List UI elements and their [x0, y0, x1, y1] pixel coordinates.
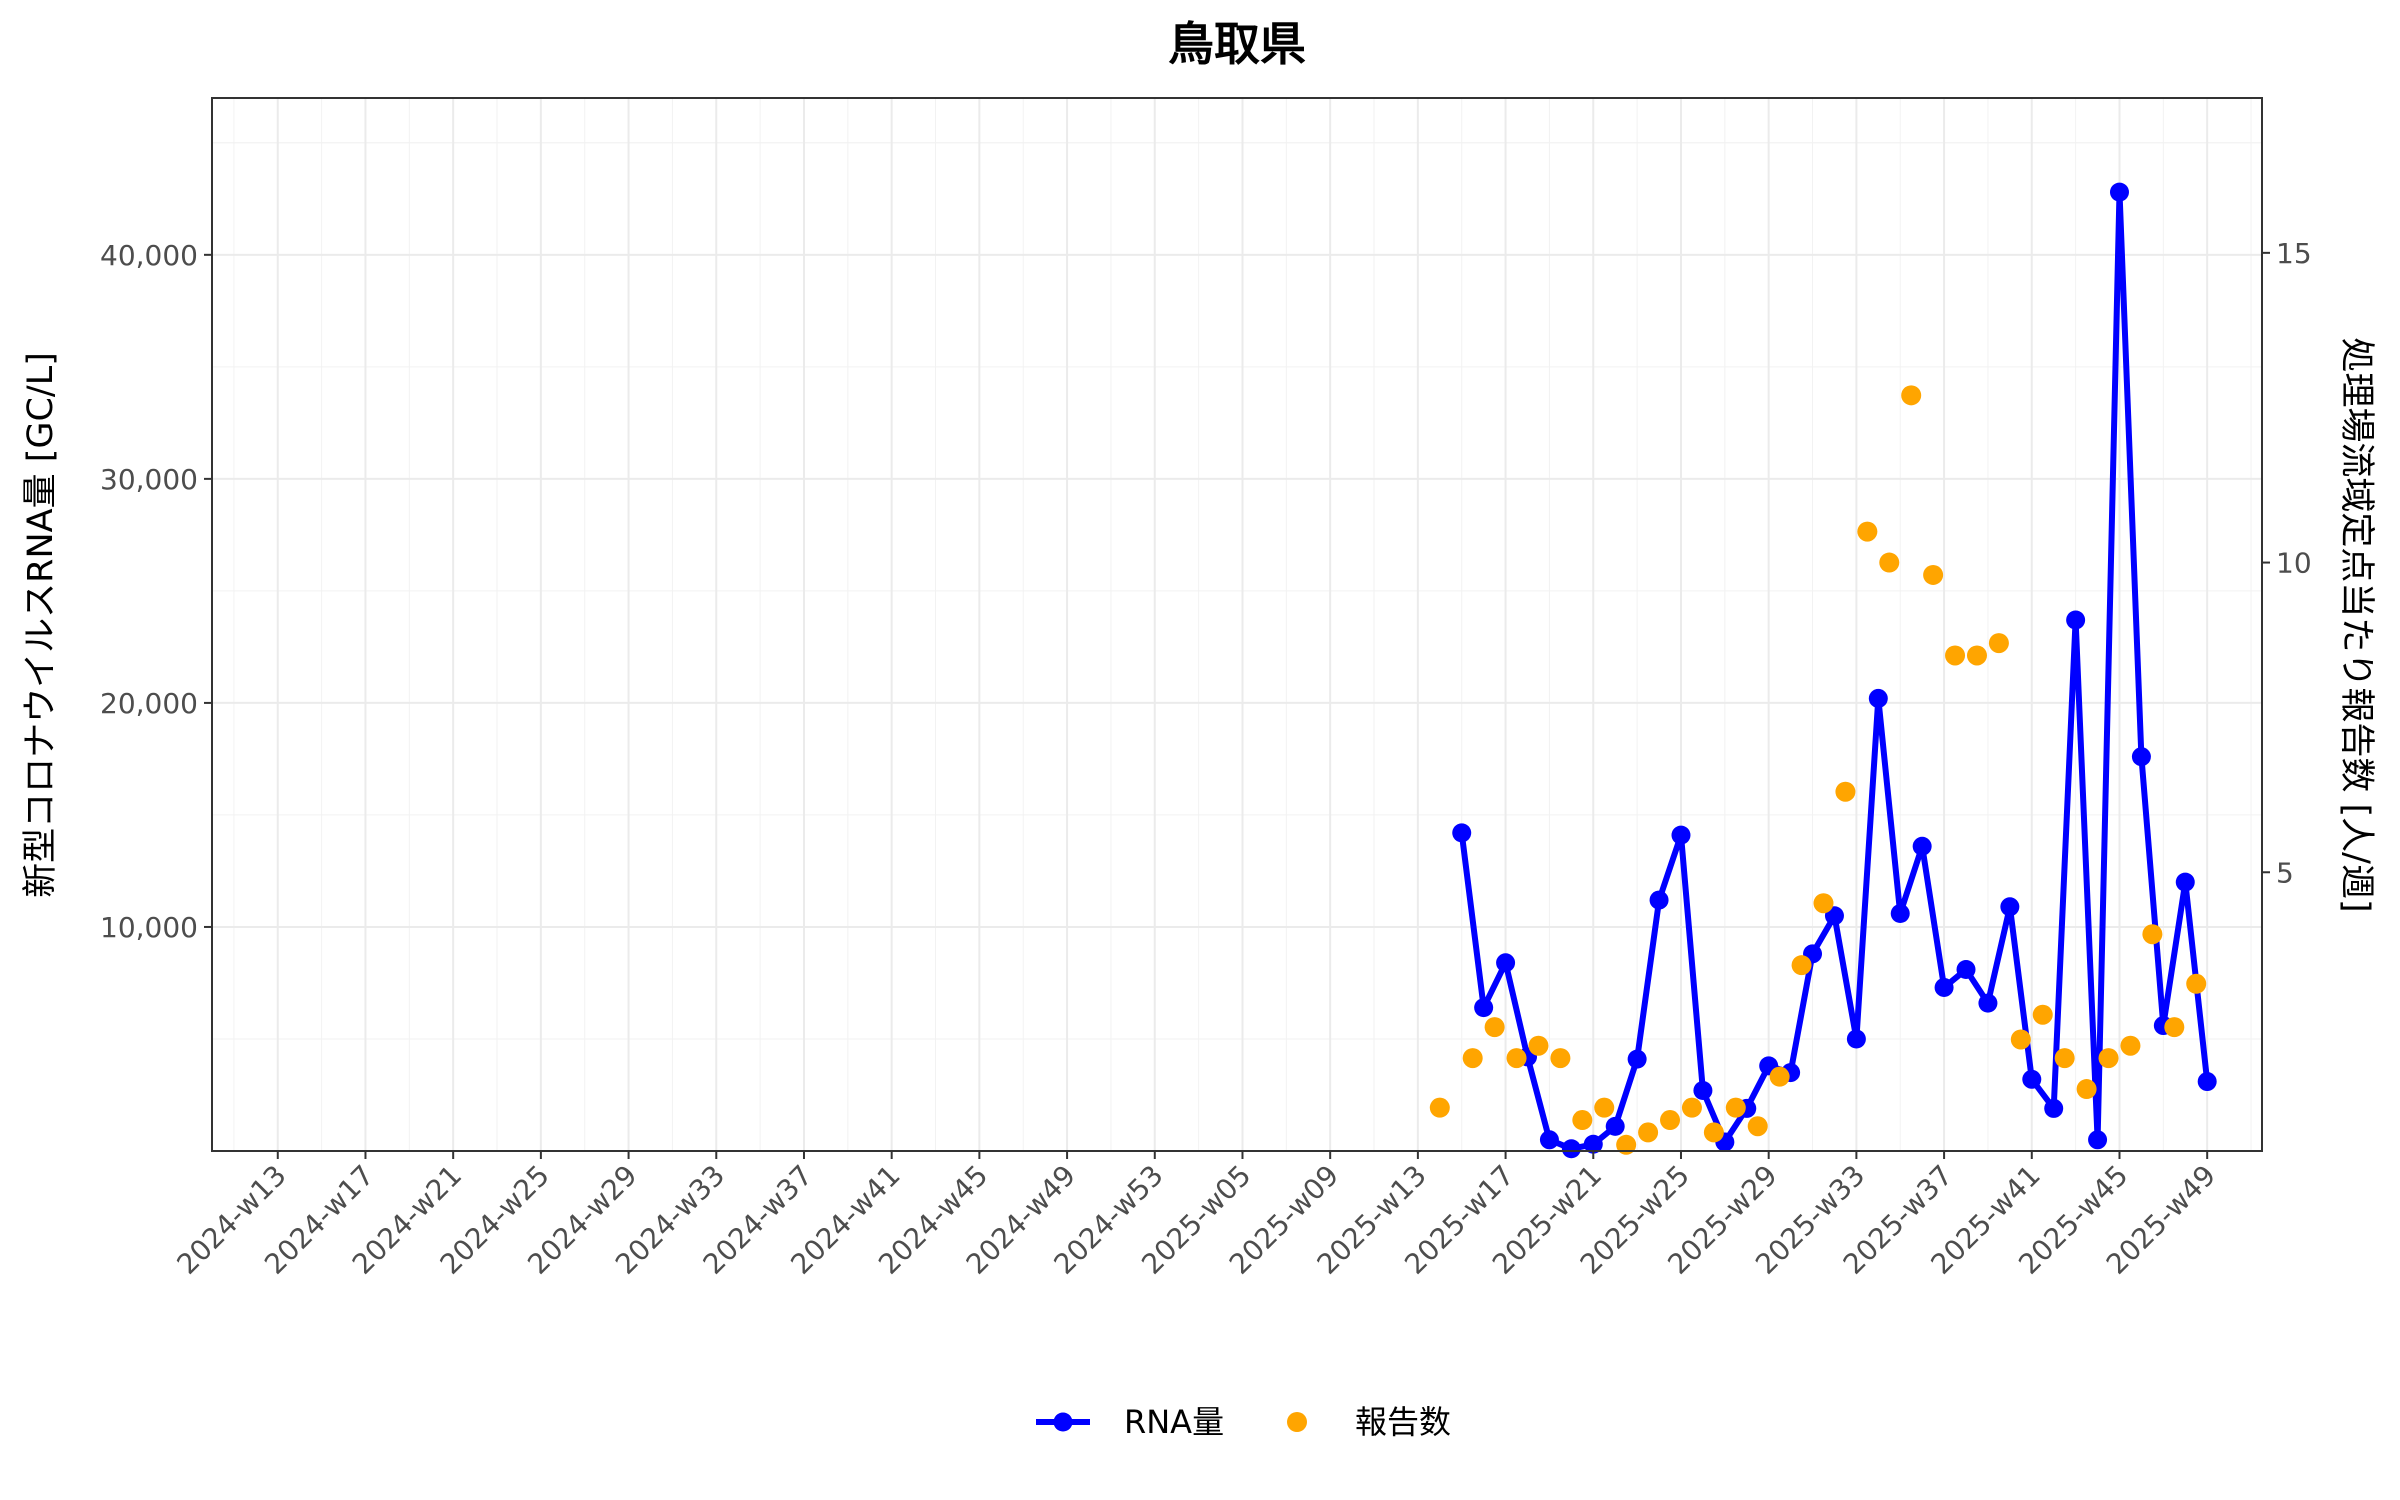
legend-key-report-point [1287, 1412, 1307, 1432]
report-point [1462, 1048, 1483, 1069]
axes: 10,00020,00030,00040,000510152024-w13202… [100, 237, 2312, 1281]
report-point [2032, 1004, 2053, 1025]
report-point [1572, 1110, 1593, 1131]
rna-point [2109, 182, 2129, 202]
rna-point [1649, 890, 1669, 910]
plot-panel-border [211, 97, 2263, 1152]
report-point [2164, 1017, 2185, 1038]
report-point [1506, 1048, 1527, 1069]
report-point [1681, 1097, 1702, 1118]
report-point [1835, 781, 1856, 802]
plot-series [1429, 182, 2217, 1159]
legend-key-rna-point [1053, 1412, 1073, 1432]
rna-point [1868, 688, 1888, 708]
report-point [1616, 1134, 1637, 1155]
report-point [2142, 924, 2163, 945]
y-axis-left-title: 新型コロナウイルスRNA量 [GC/L] [21, 352, 61, 898]
report-point [1879, 552, 1900, 573]
report-point [2076, 1079, 2097, 1100]
y2-tick-label: 5 [2276, 856, 2294, 889]
rna-point [2044, 1098, 2064, 1118]
report-point [1857, 521, 1878, 542]
report-point [2120, 1035, 2141, 1056]
report-point [1638, 1122, 1659, 1143]
rna-point [1846, 1029, 1866, 1049]
chart-title: 鳥取県 [1168, 17, 1306, 71]
y-tick-label: 40,000 [100, 239, 198, 272]
report-point [2098, 1048, 2119, 1069]
report-point [1791, 955, 1812, 976]
rna-point [2197, 1072, 2217, 1092]
report-point [1725, 1097, 1746, 1118]
rna-point [1890, 904, 1910, 924]
rna-point [1693, 1081, 1713, 1101]
rna-point [2131, 747, 2151, 767]
y2-tick-label: 10 [2276, 547, 2312, 580]
legend-label-rna: RNA量 [1124, 1403, 1224, 1441]
rna-point [1671, 825, 1691, 845]
grid [212, 98, 2262, 1151]
report-point [1429, 1097, 1450, 1118]
y2-tick-label: 15 [2276, 237, 2312, 270]
rna-point [1539, 1130, 1559, 1150]
report-point [2010, 1029, 2031, 1050]
rna-point [2066, 610, 2086, 630]
rna-point [2088, 1130, 2108, 1150]
rna-point [2022, 1069, 2042, 1089]
rna-point [1627, 1049, 1647, 1069]
rna-point [1452, 823, 1472, 843]
report-point [1966, 645, 1987, 666]
report-point [1988, 633, 2009, 654]
report-point [1703, 1122, 1724, 1143]
report-point [1945, 645, 1966, 666]
report-point [1594, 1097, 1615, 1118]
rna-point [1496, 953, 1516, 973]
rna-point [2175, 872, 2195, 892]
rna-point [1605, 1116, 1625, 1136]
rna-point [1561, 1139, 1581, 1159]
rna-point [1474, 998, 1494, 1018]
report-point [1550, 1048, 1571, 1069]
rna-point [1934, 977, 1954, 997]
report-point [2186, 973, 2207, 994]
legend: RNA量 報告数 [1036, 1403, 1451, 1441]
report-point [1769, 1066, 1790, 1087]
rna-point [1912, 836, 1932, 856]
report-point [1528, 1035, 1549, 1056]
report-point [1484, 1017, 1505, 1038]
report-point [1901, 385, 1922, 406]
rna-line [1458, 189, 2211, 1152]
report-point [1923, 564, 1944, 585]
y-tick-label: 10,000 [100, 911, 198, 944]
y-tick-label: 30,000 [100, 463, 198, 496]
legend-label-report: 報告数 [1355, 1403, 1451, 1441]
report-point [1660, 1110, 1681, 1131]
rna-point [1583, 1134, 1603, 1154]
y-axis-right-title: 処理場流域定点当たり報告数 [人/週] [2336, 337, 2376, 912]
report-point [1813, 893, 1834, 914]
rna-point [1956, 960, 1976, 980]
report-point [1747, 1116, 1768, 1137]
rna-point [2000, 897, 2020, 917]
rna-point [1978, 993, 1998, 1013]
report-point [2054, 1048, 2075, 1069]
y-tick-label: 20,000 [100, 687, 198, 720]
